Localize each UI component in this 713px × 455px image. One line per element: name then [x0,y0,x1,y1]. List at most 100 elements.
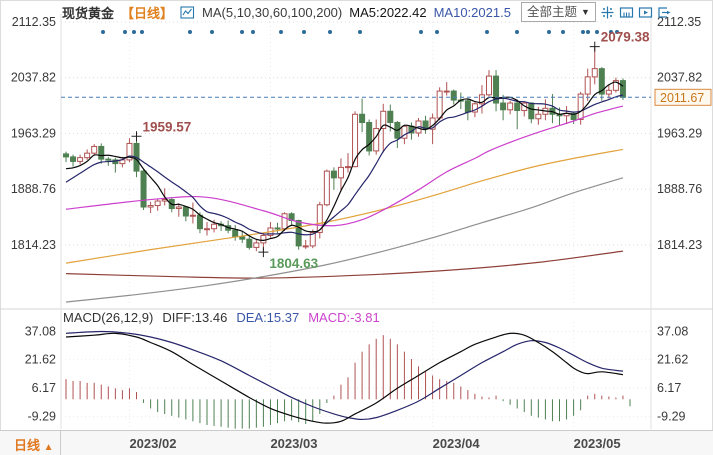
ma-lines-layer [65,81,624,303]
candle-body [246,238,253,248]
macd-legend-bar: MACD(26,12,9) DIFF:13.46 DEA:15.37 MACD:… [63,310,380,325]
ma5-value-label: MA5:2022.42 [349,4,427,20]
candle-body [302,245,309,248]
period-tab-daily[interactable]: 日线 ▲ [14,435,54,454]
candle-body [239,236,246,240]
candle-body [507,102,514,111]
candle-body [98,145,105,160]
svg-text:2112.35: 2112.35 [12,15,56,29]
candle-body [373,127,380,152]
candle-body [471,103,478,113]
candle-body [352,113,359,168]
diff-line [65,332,624,424]
candle-body [619,80,626,98]
candle-body [204,228,210,231]
event-dots[interactable] [101,30,619,34]
svg-text:2037.82: 2037.82 [657,71,702,85]
candle-body [154,200,161,207]
svg-text:2112.35: 2112.35 [657,15,701,29]
macd-layer [65,330,631,429]
time-axis-bar: 日线 ▲ 2023/02 2023/03 2023/04 2023/05 [0,430,713,455]
candle-body [500,102,507,111]
ma5-line [65,81,624,242]
dea-line [65,330,624,421]
svg-text:2079.38: 2079.38 [601,30,650,45]
chevron-down-icon: ▼ [581,7,590,17]
chart-canvas[interactable]: 2112.35 2112.35 2037.82 2037.82 1963.29 1963.… [0,0,713,430]
candle-body [493,75,500,104]
candle-body [182,206,189,217]
candle-body [63,153,69,158]
candle-body [126,142,133,161]
candle-body [584,76,591,95]
period-tab-label: 日线 [14,438,41,453]
candle-body [359,113,366,123]
candle-body [189,214,196,217]
theme-dropdown-button[interactable]: 全部主题 ▼ [521,2,596,22]
candle-body [316,204,323,233]
macd-settings-label: MACD(26,12,9) [63,310,154,325]
svg-text:6.17: 6.17 [657,381,681,395]
svg-text:21.62: 21.62 [657,353,688,367]
axis-divider [60,431,61,455]
candle-body [337,166,344,179]
month-label: 2023/02 [129,436,177,451]
jump-latest-icon[interactable] [657,5,672,20]
svg-text:1888.76: 1888.76 [11,182,56,196]
candle-body [330,170,337,179]
candle-body [77,157,84,162]
candle-body [605,89,612,95]
svg-text:37.08: 37.08 [25,324,56,338]
candle-body [70,156,77,162]
axis-labels: 2112.35 2112.35 2037.82 2037.82 1963.29 1963.… [11,15,702,423]
svg-text:2011.67: 2011.67 [660,91,704,105]
candle-body [281,213,288,230]
ma100-line [65,177,624,303]
candle-body [577,93,584,121]
candle-body [366,121,373,152]
candle-body [612,80,619,91]
macd-hist-value: MACD:-3.81 [308,310,380,325]
macd-dea-value: DEA:15.37 [236,310,300,325]
candle-body [260,234,267,244]
month-label: 2023/05 [573,436,621,451]
period-tag: 【日线】 [121,5,174,21]
symbol-name: 现货黄金 [62,5,115,21]
svg-text:6.17: 6.17 [32,381,56,395]
svg-text:1959.57: 1959.57 [143,119,192,134]
candle-body [196,214,203,230]
candle-body [514,102,521,112]
candle-body [323,170,330,206]
svg-text:1888.76: 1888.76 [657,182,702,196]
macd-diff-value: DIFF:13.46 [162,310,228,325]
theme-dropdown-label: 全部主题 [527,5,578,19]
playback-icon[interactable] [638,5,653,20]
crosshair-icon[interactable] [600,5,615,20]
candle-body [436,90,443,119]
ma200-line [65,250,624,279]
candle-body [387,110,394,123]
candle-body [140,170,147,208]
candle-body [147,205,154,208]
last-price-tag: 2011.67 [654,88,712,106]
ma-settings-label: MA(5,10,30,60,100,200) [202,4,343,20]
candle-body [175,206,182,210]
candle-body [535,113,542,120]
candle-body [232,229,239,238]
candle-body [464,100,471,113]
svg-text:-9.29: -9.29 [28,409,57,423]
candle-body [598,68,605,95]
price-annotations: 1959.57 2079.38 1804.63 [131,30,650,271]
svg-text:1963.29: 1963.29 [657,126,702,140]
svg-text:1804.63: 1804.63 [269,256,318,271]
candle-body [570,113,577,121]
candle-body [450,90,457,101]
candle-body [380,110,387,129]
candle-body [401,125,408,139]
chart-toolbar: 全部主题 ▼ [521,2,672,22]
candle-body [309,231,316,247]
autoscale-icon[interactable] [619,5,634,20]
candle-body [345,166,351,169]
month-label: 2023/03 [270,436,318,451]
